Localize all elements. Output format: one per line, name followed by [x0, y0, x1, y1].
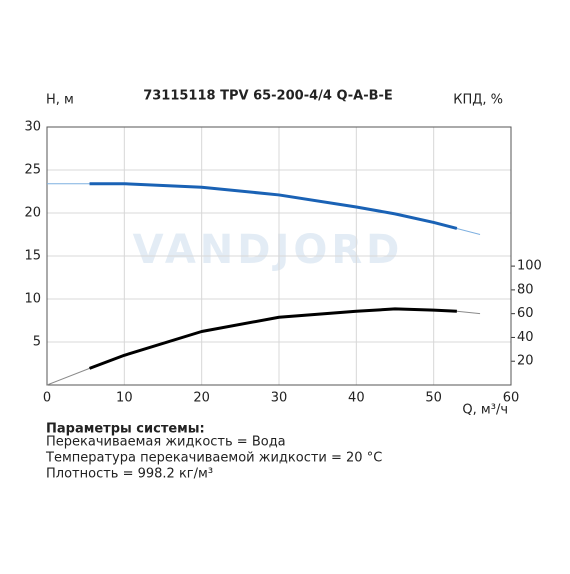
- curve: [89, 307, 457, 370]
- x-tick-label: 10: [116, 391, 133, 406]
- curve: [89, 182, 458, 230]
- x-tick-label: 0: [43, 391, 51, 406]
- y-tick-label: 25: [24, 163, 41, 178]
- note: Плотность = 998.2 кг/м³: [46, 467, 213, 482]
- plot-frame: [46, 126, 512, 386]
- watermark: VANDJORD: [133, 227, 404, 273]
- x-tick-label: 60: [503, 391, 520, 406]
- note: Температура перекачиваемой жидкости = 20…: [45, 451, 382, 466]
- y-tick-label: 10: [24, 292, 41, 307]
- x-tick-label: 30: [271, 391, 288, 406]
- y2-axis-label: КПД, %: [453, 93, 503, 108]
- notes-heading: Параметры системы:: [46, 422, 205, 437]
- x-tick-label: 20: [193, 391, 210, 406]
- x-tick-label: 40: [348, 391, 365, 406]
- x-axis-label: Q, м³/ч: [462, 403, 508, 418]
- y-tick-label: 20: [24, 206, 41, 221]
- note: Перекачиваемая жидкость = Вода: [46, 435, 286, 450]
- y2-tick-label: 80: [517, 282, 534, 297]
- x-tick-label: 50: [425, 391, 442, 406]
- y-axis-label: H, м: [46, 93, 74, 108]
- y2-tick-label: 20: [517, 354, 534, 369]
- y2-tick-label: 60: [517, 306, 534, 321]
- y-tick-label: 30: [24, 120, 41, 135]
- y-tick-label: 15: [24, 249, 41, 264]
- y2-tick-label: 40: [517, 330, 534, 345]
- y-tick-label: 5: [33, 335, 41, 350]
- chart-title: 73115118 TPV 65-200-4/4 Q-A-B-E: [143, 89, 393, 104]
- y2-tick-label: 100: [517, 259, 542, 274]
